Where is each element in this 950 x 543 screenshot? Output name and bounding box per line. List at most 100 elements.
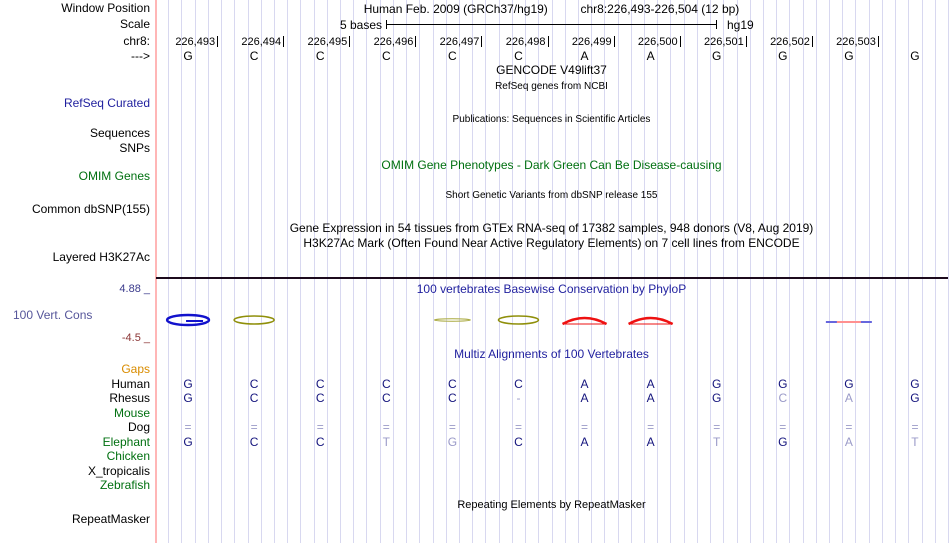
- grid-line: [895, 0, 897, 543]
- ruler-position-label: 226,496: [373, 36, 414, 48]
- aligned-base: C: [514, 434, 523, 449]
- grid-line: [749, 0, 751, 543]
- aligned-base: =: [911, 420, 919, 434]
- aligned-base: A: [580, 434, 589, 449]
- ruler-position-label: 226,502: [770, 36, 810, 48]
- position-title: chr8:226,493-226,504 (12 bp): [580, 2, 740, 16]
- species-label-gaps[interactable]: Gaps: [121, 362, 150, 376]
- grid-line: [789, 0, 791, 543]
- grid-line: [260, 0, 262, 543]
- reference-base: C: [448, 49, 457, 63]
- track-label-layered-h3k27ac[interactable]: Layered H3K27Ac: [52, 250, 150, 264]
- grid-line: [221, 0, 223, 543]
- gutter-separator-line: [155, 0, 157, 543]
- species-label-dog[interactable]: Dog: [127, 420, 150, 434]
- track-title-h3k27ac[interactable]: H3K27Ac Mark (Often Found Near Active Re…: [303, 236, 800, 250]
- grid-line: [551, 0, 553, 543]
- aligned-base: =: [448, 420, 456, 434]
- grid-line: [511, 0, 513, 543]
- track-title-repeatmasker[interactable]: Repeating Elements by RepeatMasker: [457, 499, 646, 511]
- aligned-base: G: [183, 391, 193, 405]
- aligned-base: G: [910, 376, 920, 391]
- scale-bar-right-tick: [716, 20, 717, 29]
- ruler-tick: [877, 36, 879, 47]
- ruler-tick: [613, 36, 615, 47]
- reference-base: G: [844, 49, 854, 63]
- track-label-refseq-curated[interactable]: RefSeq Curated: [63, 96, 150, 110]
- track-label-snps[interactable]: SNPs: [119, 141, 150, 155]
- grid-line: [591, 0, 593, 543]
- grid-line: [207, 0, 209, 543]
- grid-line: [921, 0, 923, 543]
- species-label-chicken[interactable]: Chicken: [106, 449, 150, 463]
- grid-line: [366, 0, 368, 543]
- grid-line: [604, 0, 606, 543]
- ruler-position-label: 226,500: [637, 36, 678, 48]
- track-title-omim[interactable]: OMIM Gene Phenotypes - Dark Green Can Be…: [381, 158, 722, 172]
- track-title-refseq[interactable]: RefSeq genes from NCBI: [495, 81, 608, 92]
- species-label-zebrafish[interactable]: Zebrafish: [99, 478, 150, 492]
- grid-line: [300, 0, 302, 543]
- ruler-position-label: 226,503: [836, 36, 876, 48]
- aligned-base: G: [778, 376, 788, 391]
- track-label-omim-genes[interactable]: OMIM Genes: [78, 169, 150, 183]
- aligned-base: =: [184, 420, 192, 434]
- grid-line: [776, 0, 778, 543]
- aligned-base: T: [911, 434, 919, 449]
- grid-line: [406, 0, 408, 543]
- aligned-base: =: [845, 420, 853, 434]
- ruler-tick: [481, 36, 483, 47]
- aligned-base: A: [646, 434, 655, 449]
- grid-line: [194, 0, 196, 543]
- grid-line: [392, 0, 394, 543]
- grid-line: [168, 0, 170, 543]
- track-title-gtex[interactable]: Gene Expression in 54 tissues from GTEx …: [289, 221, 814, 235]
- grid-line: [855, 0, 857, 543]
- ruler-tick: [349, 36, 351, 47]
- ruler-position-label: 226,495: [307, 36, 348, 48]
- aligned-base: C: [249, 376, 259, 391]
- grid-line: [340, 0, 342, 543]
- reference-base: G: [183, 49, 193, 63]
- phylop-axis-max-label: 4.88 _: [119, 283, 150, 295]
- grid-line: [644, 0, 646, 543]
- ruler-position-label: 226,494: [241, 36, 282, 48]
- aligned-base: C: [448, 376, 457, 391]
- track-title-phylop[interactable]: 100 vertebrates Basewise Conservation by…: [416, 282, 687, 296]
- ruler-position-label: 226,493: [175, 36, 216, 48]
- track-label-repeatmasker[interactable]: RepeatMasker: [71, 512, 150, 526]
- species-label-elephant[interactable]: Elephant: [102, 434, 150, 449]
- species-label-x_tropicalis[interactable]: X_tropicalis: [87, 463, 150, 478]
- track-label-100-vert-cons[interactable]: 100 Vert. Cons: [13, 308, 93, 322]
- grid-line: [577, 0, 579, 543]
- grid-line: [498, 0, 500, 543]
- aligned-base: A: [646, 391, 655, 405]
- track-label-common-dbsnp[interactable]: Common dbSNP(155): [31, 202, 150, 216]
- reference-base: C: [381, 49, 391, 63]
- aligned-base: T: [382, 434, 390, 449]
- ruler-position-label: 226,499: [571, 36, 612, 48]
- species-label-human[interactable]: Human: [111, 376, 150, 391]
- ruler-tick: [283, 36, 285, 47]
- aligned-base: A: [844, 434, 853, 449]
- grid-line: [710, 0, 712, 543]
- header-title-row: Human Feb. 2009 (GRCh37/hg19) chr8:226,4…: [155, 2, 948, 16]
- grid-line: [736, 0, 738, 543]
- aligned-base: =: [250, 420, 258, 434]
- grid-line: [379, 0, 381, 543]
- grid-line: [538, 0, 540, 543]
- track-title-publications[interactable]: Publications: Sequences in Scientific Ar…: [452, 114, 651, 125]
- track-title-multiz[interactable]: Multiz Alignments of 100 Vertebrates: [454, 347, 649, 361]
- species-label-mouse[interactable]: Mouse: [113, 405, 150, 420]
- track-label-sequences[interactable]: Sequences: [89, 126, 150, 140]
- grid-line: [617, 0, 619, 543]
- species-label-rhesus[interactable]: Rhesus: [109, 391, 150, 405]
- ruler-tick: [217, 36, 219, 47]
- track-title-dbsnp[interactable]: Short Genetic Variants from dbSNP releas…: [445, 190, 658, 201]
- grid-line: [829, 0, 831, 543]
- strand-direction-label[interactable]: --->: [131, 49, 150, 63]
- track-title-gencode[interactable]: GENCODE V49lift37: [496, 63, 607, 77]
- ruler-position-label: 226,498: [505, 36, 546, 48]
- grid-line: [234, 0, 236, 543]
